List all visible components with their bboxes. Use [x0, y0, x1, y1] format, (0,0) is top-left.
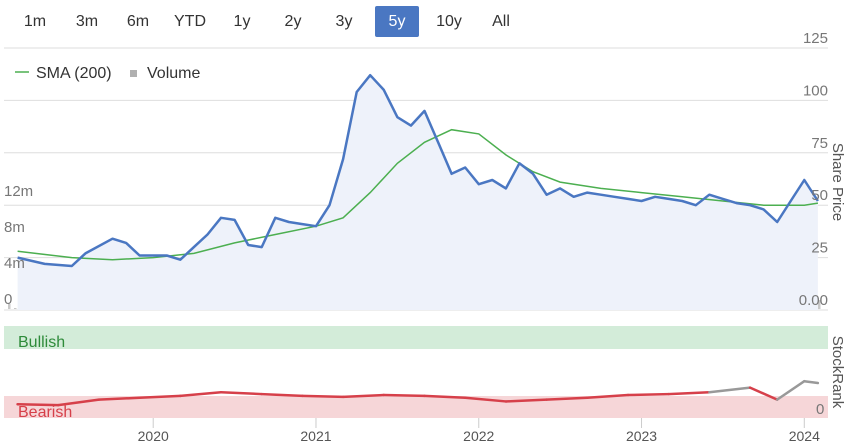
stockrank-segment: [341, 393, 386, 399]
price-axis-tick: 100: [803, 82, 828, 99]
stockrank-segment: [179, 390, 223, 398]
stockrank-segment: [382, 393, 426, 398]
price-axis-tick: 75: [811, 135, 828, 152]
range-button-3y[interactable]: 3y: [335, 13, 353, 30]
range-button-6m[interactable]: 6m: [126, 13, 150, 30]
stockrank-segment: [16, 402, 60, 407]
price-line: [17, 73, 819, 268]
range-button-2y[interactable]: 2y: [284, 13, 302, 30]
range-button-ytd[interactable]: YTD: [174, 13, 206, 30]
price-axis-tick: 0.00: [799, 292, 828, 309]
date-axis-tick: 2021: [300, 428, 331, 442]
volume-legend-label[interactable]: Volume: [147, 65, 200, 82]
volume-axis-tick: 8m: [4, 219, 25, 236]
stockrank-segment: [97, 396, 141, 401]
stockrank-segment: [138, 394, 182, 400]
price-axis-tick: 50: [811, 187, 828, 204]
price-axis-tick: 125: [803, 30, 828, 47]
stockrank-segment: [504, 398, 548, 403]
bearish-band: [4, 396, 828, 418]
stockrank-segment: [57, 398, 101, 407]
share-price-axis-title: Share Price: [829, 143, 846, 221]
price-axis-tick: 25: [811, 240, 828, 257]
date-axis-tick: 2023: [626, 428, 657, 442]
volume-axis-tick: 4m: [4, 255, 25, 272]
volume-bar: [8, 304, 11, 309]
bearish-band-label: Bearish: [18, 404, 72, 421]
range-button-all[interactable]: All: [492, 13, 510, 30]
volume-bar: [14, 308, 17, 309]
stockrank-segment: [626, 392, 670, 397]
stockrank-segment: [708, 386, 752, 394]
date-axis-tick: 2020: [138, 428, 169, 442]
date-axis: 2020 2021 2022 2023 2024: [138, 418, 820, 442]
stockrank-axis-tick: 0: [816, 401, 824, 418]
volume-axis-tick: 12m: [4, 183, 33, 200]
range-button-3m[interactable]: 3m: [75, 13, 99, 30]
stockrank-segment: [260, 392, 304, 398]
range-button-1y[interactable]: 1y: [233, 13, 251, 30]
stockrank-segment: [219, 390, 263, 396]
stockrank-axis-title: StockRank: [829, 336, 846, 409]
stockrank-line: [16, 379, 820, 407]
volume-legend-swatch: [130, 70, 137, 77]
date-axis-tick: 2024: [789, 428, 820, 442]
volume-axis: 12m 8m 4m 0: [4, 183, 33, 308]
range-button-10y[interactable]: 10y: [436, 13, 462, 30]
range-button-5y[interactable]: 5y: [375, 6, 419, 37]
stockrank-segment: [775, 379, 806, 401]
stockrank-segment: [423, 394, 467, 400]
date-axis-tick: 2022: [463, 428, 494, 442]
bullish-band-label: Bullish: [18, 334, 65, 351]
stockrank-segment: [586, 393, 630, 400]
stockrank-segment: [803, 379, 820, 385]
bullish-band: [4, 326, 828, 349]
range-selector: 1m 3m 6m YTD 1y 2y 3y 5y 10y All: [0, 0, 849, 44]
stockrank-segment: [301, 394, 345, 399]
stockrank-segment: [545, 396, 589, 401]
stockrank-segment: [748, 386, 779, 401]
chart-legend: SMA (200) Volume: [15, 65, 200, 82]
price-axis: 125 100 75 50 25 0.00: [799, 30, 828, 309]
stockrank-segment: [463, 396, 508, 403]
range-button-1m[interactable]: 1m: [23, 13, 47, 30]
volume-bar: [818, 300, 821, 309]
price-area-fill: [17, 75, 818, 310]
volume-axis-tick: 0: [4, 291, 12, 308]
stockrank-segment: [667, 390, 711, 396]
sma-legend-label[interactable]: SMA (200): [36, 65, 112, 82]
